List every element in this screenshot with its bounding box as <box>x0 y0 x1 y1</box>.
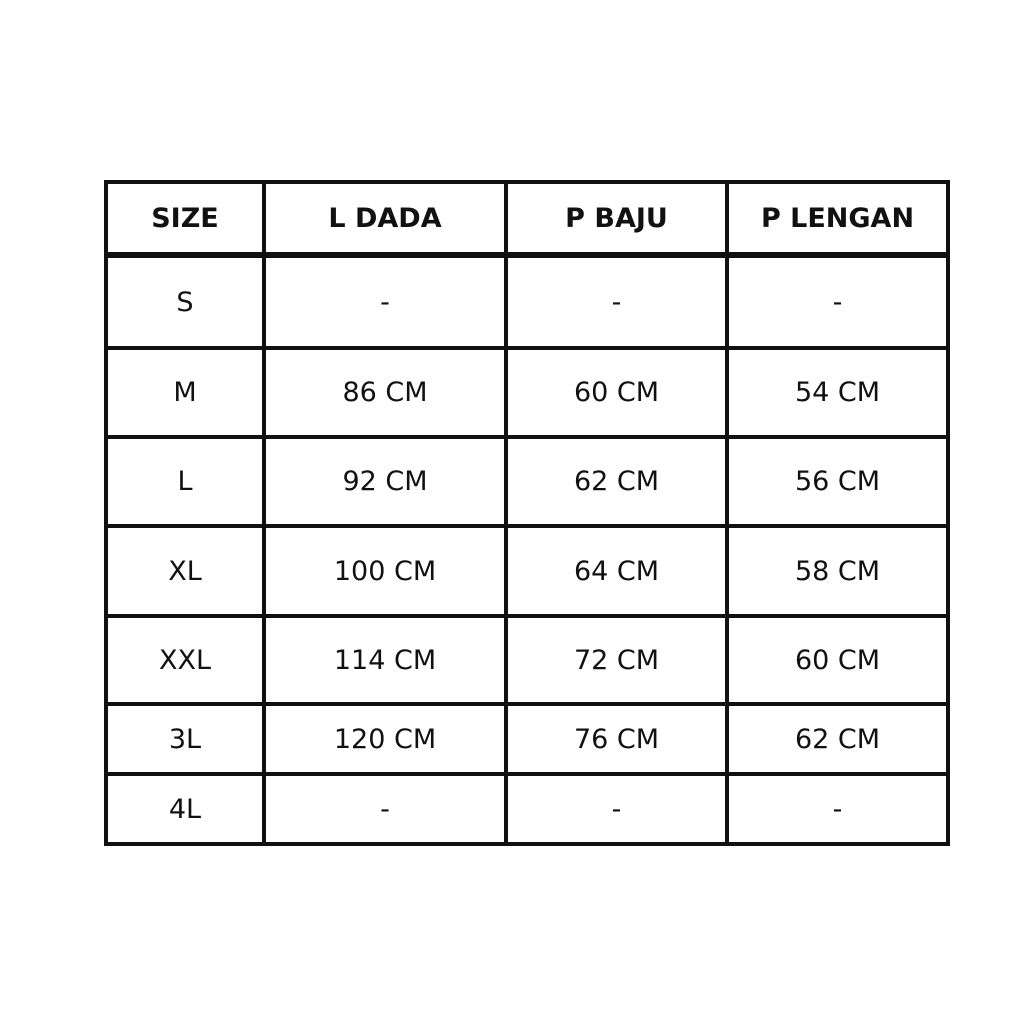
size-label-cell: M <box>108 350 266 439</box>
column-header: SIZE <box>108 184 266 258</box>
column-header: P BAJU <box>508 184 729 258</box>
measurement-cell: 100 CM <box>266 528 508 618</box>
measurement-cell: 64 CM <box>508 528 729 618</box>
measurement-cell: - <box>508 776 729 846</box>
measurement-cell: 120 CM <box>266 706 508 776</box>
measurement-cell: 60 CM <box>508 350 729 439</box>
measurement-cell: 60 CM <box>729 618 950 706</box>
size-label-cell: 4L <box>108 776 266 846</box>
measurement-cell: 114 CM <box>266 618 508 706</box>
measurement-cell: 72 CM <box>508 618 729 706</box>
column-header: P LENGAN <box>729 184 950 258</box>
measurement-cell: - <box>266 776 508 846</box>
measurement-cell: 58 CM <box>729 528 950 618</box>
measurement-cell: 62 CM <box>729 706 950 776</box>
size-label-cell: 3L <box>108 706 266 776</box>
size-label-cell: XXL <box>108 618 266 706</box>
measurement-cell: - <box>729 258 950 350</box>
measurement-cell: 56 CM <box>729 439 950 528</box>
measurement-cell: - <box>266 258 508 350</box>
size-label-cell: S <box>108 258 266 350</box>
measurement-cell: 54 CM <box>729 350 950 439</box>
measurement-cell: 62 CM <box>508 439 729 528</box>
measurement-cell: - <box>508 258 729 350</box>
measurement-cell: 92 CM <box>266 439 508 528</box>
measurement-cell: 76 CM <box>508 706 729 776</box>
size-label-cell: XL <box>108 528 266 618</box>
measurement-cell: 86 CM <box>266 350 508 439</box>
size-chart-table: SIZE L DADA P BAJU P LENGAN S - - - M 86 CM 60 CM 5… <box>104 180 950 846</box>
measurement-cell: - <box>729 776 950 846</box>
size-label-cell: L <box>108 439 266 528</box>
column-header: L DADA <box>266 184 508 258</box>
